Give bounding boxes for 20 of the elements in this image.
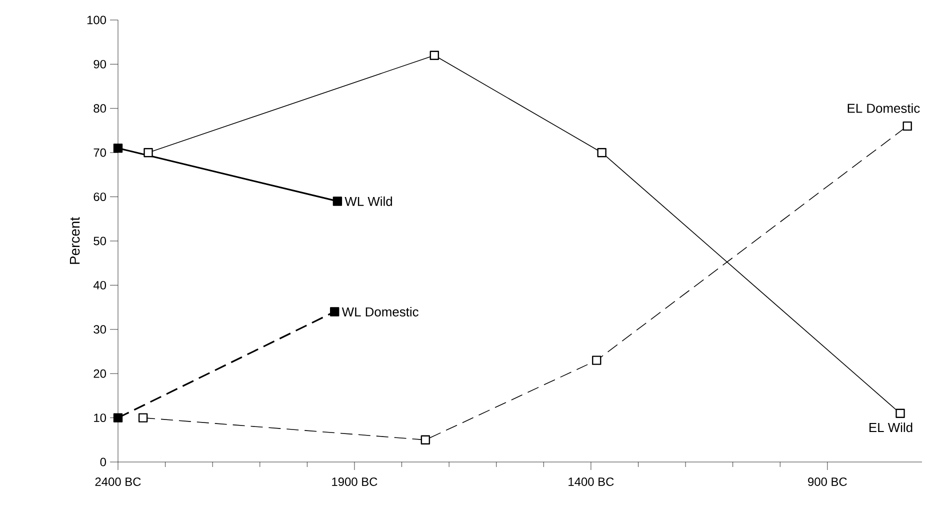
y-axis-title: Percent bbox=[70, 217, 80, 264]
y-tick-label: 50 bbox=[94, 236, 106, 246]
series-label: EL Domestic bbox=[848, 103, 920, 113]
y-tick-label: 10 bbox=[94, 414, 106, 422]
y-tick-label: 60 bbox=[94, 192, 106, 202]
series-label: WL Domestic bbox=[342, 306, 418, 316]
y-tick-label: 20 bbox=[94, 369, 106, 378]
x-tick-label: 1900 BC bbox=[332, 478, 378, 486]
y-tick-label: 100 bbox=[87, 16, 106, 24]
y-tick-label: 30 bbox=[94, 325, 106, 334]
x-tick-label: 1400 BC bbox=[568, 478, 614, 486]
y-tick-label: 40 bbox=[93, 280, 106, 290]
y-tick-label: 80 bbox=[94, 104, 106, 113]
y-tick-label: 70 bbox=[94, 148, 106, 157]
x-tick-label: 900 BC bbox=[808, 478, 847, 486]
series-label: WL Wild bbox=[344, 196, 392, 206]
series-label: EL Wild bbox=[869, 422, 912, 432]
x-tick-label: 2400 BC bbox=[95, 478, 141, 486]
y-tick-label: 90 bbox=[94, 60, 106, 68]
y-tick-label: 0 bbox=[100, 458, 106, 466]
